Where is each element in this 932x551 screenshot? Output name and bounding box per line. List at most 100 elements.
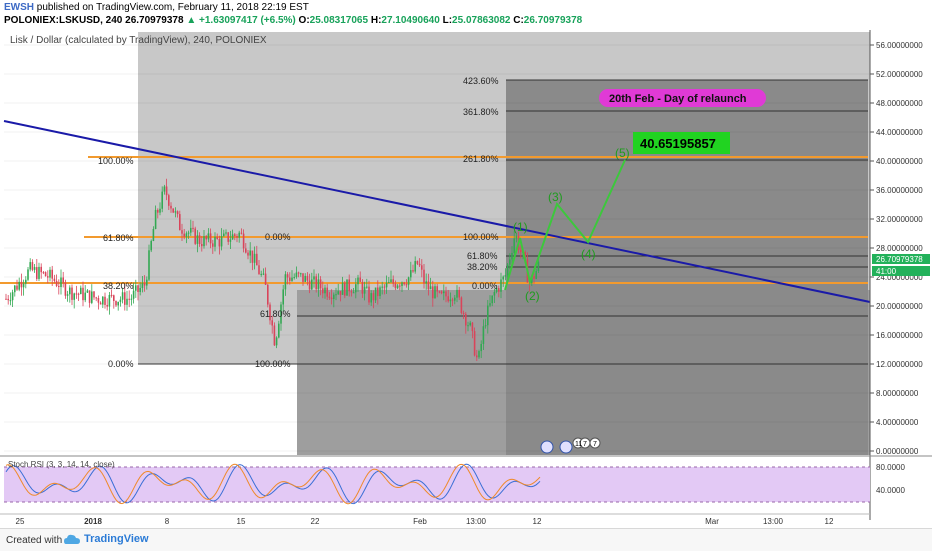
stoch-title: Stoch RSI (3, 3, 14, 14, close) — [8, 460, 115, 469]
price-axis[interactable] — [870, 30, 932, 455]
candle-body — [126, 298, 128, 305]
candle-body — [55, 280, 58, 286]
published-text: published on TradingView.com, February 1… — [36, 2, 309, 13]
candle-body — [304, 275, 306, 282]
time-tick-label: 12 — [825, 517, 834, 526]
price-tick-label: 8.00000000 — [876, 389, 919, 398]
wave-projection[interactable] — [504, 159, 626, 291]
candle-body — [341, 282, 344, 295]
stoch-band — [4, 467, 870, 502]
cloud-icon — [64, 534, 80, 544]
candle-body — [172, 208, 174, 213]
candle-body — [533, 276, 535, 279]
flag-icon[interactable] — [559, 440, 573, 454]
relaunch-callout[interactable] — [599, 89, 766, 107]
grid — [4, 44, 870, 452]
candle-body — [139, 288, 141, 292]
candle-body — [106, 304, 108, 307]
candle-body — [135, 285, 137, 291]
author-name[interactable]: EWSH — [4, 2, 34, 13]
candle-body — [458, 289, 460, 298]
candle-body — [253, 253, 256, 263]
candle-body — [348, 279, 350, 292]
fib-label: 0.00% — [472, 281, 498, 291]
candle-body — [223, 233, 225, 237]
target-badge[interactable] — [633, 132, 730, 154]
candle-body — [150, 240, 152, 251]
fib-label: 38.20% — [103, 281, 134, 291]
candle-body — [80, 287, 82, 295]
time-ticks: 25 2018 8 15 22 Feb 13:00 12 Mar 13:00 12 — [16, 517, 834, 526]
candle-body — [432, 286, 434, 299]
candle-body — [25, 279, 27, 284]
candle-body — [205, 236, 207, 240]
close-label: C: — [513, 15, 524, 26]
candle-body — [381, 286, 383, 288]
event-icon[interactable] — [589, 437, 601, 449]
candle-body — [218, 238, 221, 247]
candle-body — [33, 267, 36, 270]
candle-body — [434, 286, 436, 299]
candle-body — [82, 287, 84, 301]
candle-body — [482, 326, 485, 344]
candle-body — [339, 291, 342, 295]
candle-body — [275, 337, 278, 346]
tradingview-brand[interactable]: TradingView — [84, 533, 149, 545]
candle-body — [132, 290, 135, 299]
candle-body — [44, 272, 47, 277]
candle-body — [29, 262, 31, 270]
candle-body — [416, 261, 419, 264]
candle-body — [469, 322, 471, 326]
fib-label: 61.80% — [103, 233, 134, 243]
event-markers[interactable]: 11 7 7 — [540, 437, 601, 454]
time-tick-label: 25 — [16, 517, 25, 526]
candle-body — [403, 282, 405, 285]
candle-body — [141, 282, 144, 289]
fib-label: 361.80% — [463, 107, 499, 117]
candle-body — [326, 287, 328, 297]
candle-body — [291, 277, 293, 281]
candle-body — [511, 252, 513, 260]
tradingview-logo[interactable] — [64, 534, 82, 548]
time-tick-label: 13:00 — [763, 517, 784, 526]
stoch-tick: 80.0000 — [876, 463, 905, 472]
candle-body — [438, 291, 441, 293]
candle-body — [379, 287, 381, 297]
candle-body — [130, 298, 133, 300]
candle-body — [484, 325, 487, 327]
candle-body — [104, 296, 106, 305]
candle-body — [256, 253, 258, 266]
price-tick-label: 36.00000000 — [876, 186, 923, 195]
change-value: +1.63097417 (+6.5%) — [199, 15, 296, 26]
fib-label: 61.80% — [467, 251, 498, 261]
candle-body — [308, 280, 311, 290]
price-tick-label: 12.00000000 — [876, 360, 923, 369]
wave-label-3: (3) — [548, 190, 563, 204]
candle-body — [293, 277, 295, 279]
low-value: 25.07863082 — [452, 15, 511, 26]
candle-body — [42, 272, 45, 274]
candle-body — [363, 286, 366, 294]
candle-body — [40, 266, 42, 273]
created-with-label: Created with — [6, 535, 63, 546]
price-series — [5, 178, 540, 362]
candle-body — [273, 325, 276, 346]
candle-body — [489, 303, 491, 306]
price-tick-label: 32.00000000 — [876, 215, 923, 224]
trend-line[interactable] — [3, 120, 871, 303]
candle-body — [91, 291, 93, 303]
flag-icon[interactable] — [540, 440, 554, 454]
candle-body — [377, 287, 379, 297]
candle-body — [491, 295, 493, 304]
candle-body — [161, 191, 163, 209]
candle-body — [14, 285, 16, 293]
price-chart[interactable]: 100.00% 61.80% 38.20% 0.00% 0.00% 61.80%… — [0, 0, 932, 528]
candle-body — [73, 293, 75, 300]
candle-body — [9, 300, 12, 302]
event-count: 7 — [583, 441, 587, 448]
candle-body — [258, 265, 260, 275]
time-tick-label: 15 — [237, 517, 246, 526]
candle-body — [165, 186, 168, 196]
footer: Created with TradingView — [0, 528, 932, 551]
candle-body — [190, 227, 192, 233]
